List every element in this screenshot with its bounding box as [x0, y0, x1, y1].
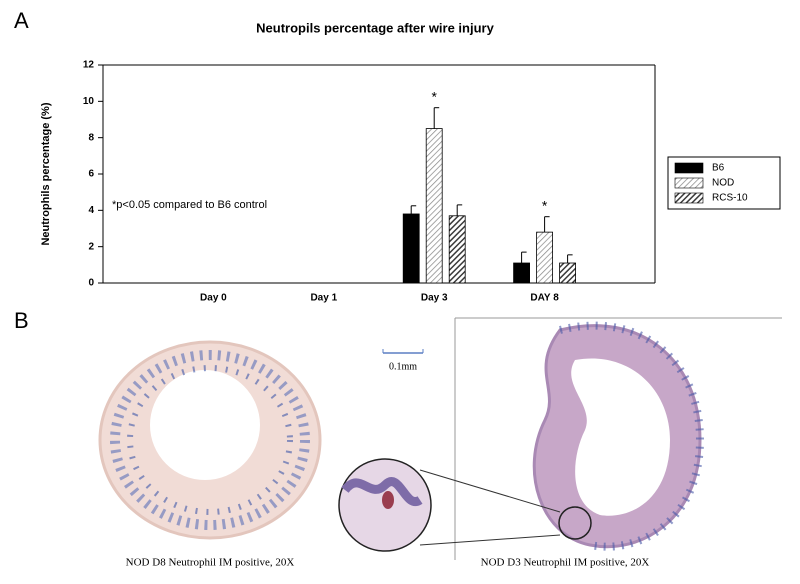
caption: NOD D3 Neutrophil IM positive, 20X [481, 557, 650, 569]
scale-label: 0.1mm [389, 361, 417, 372]
legend-swatch [674, 177, 704, 189]
error-bar [544, 216, 550, 233]
y-tick-label: 12 [83, 60, 95, 71]
legend-label: RCS-10 [712, 193, 748, 204]
x-tick-label: Day 0 [200, 293, 227, 304]
bar [425, 128, 443, 284]
legend-swatch [674, 192, 704, 204]
significance: * [542, 197, 548, 213]
panel-label: B [14, 308, 29, 333]
y-tick-label: 2 [88, 241, 94, 252]
inset [338, 458, 432, 552]
y-tick-label: 4 [88, 205, 94, 216]
error-bar [410, 205, 417, 214]
note: *p<0.05 compared to B6 control [112, 199, 267, 211]
error-bar [433, 107, 440, 129]
y-tick-label: 0 [88, 278, 94, 289]
zoom-source [558, 506, 592, 540]
chart-title: Neutropils percentage after wire injury [256, 20, 494, 35]
error-bar [456, 204, 463, 216]
legend-swatch [674, 162, 704, 174]
bar [536, 231, 553, 284]
legend-label: B6 [712, 163, 725, 174]
error-bar [567, 254, 573, 264]
x-tick-label: Day 1 [310, 293, 337, 304]
y-tick-label: 10 [83, 96, 95, 107]
bar [402, 213, 420, 284]
zoom-line [419, 534, 561, 546]
x-tick-label: Day 3 [421, 293, 448, 304]
legend-label: NOD [712, 178, 734, 189]
histology-left [98, 340, 322, 540]
bar [448, 215, 466, 284]
significance: * [431, 88, 437, 104]
legend: B6 NOD RCS-10 [667, 156, 781, 210]
caption: NOD D8 Neutrophil IM positive, 20X [126, 557, 295, 569]
bar [559, 262, 576, 284]
histology-right [532, 321, 705, 551]
y-tick-label: 8 [88, 132, 94, 143]
zoom-line [419, 469, 561, 513]
error-bar [521, 251, 527, 264]
y-tick-label: 6 [88, 169, 94, 180]
bar [513, 262, 530, 284]
x-tick-label: DAY 8 [530, 293, 559, 304]
panel-label: A [14, 8, 29, 33]
y-axis-label: Neutrophils percentage (%) [40, 102, 52, 245]
